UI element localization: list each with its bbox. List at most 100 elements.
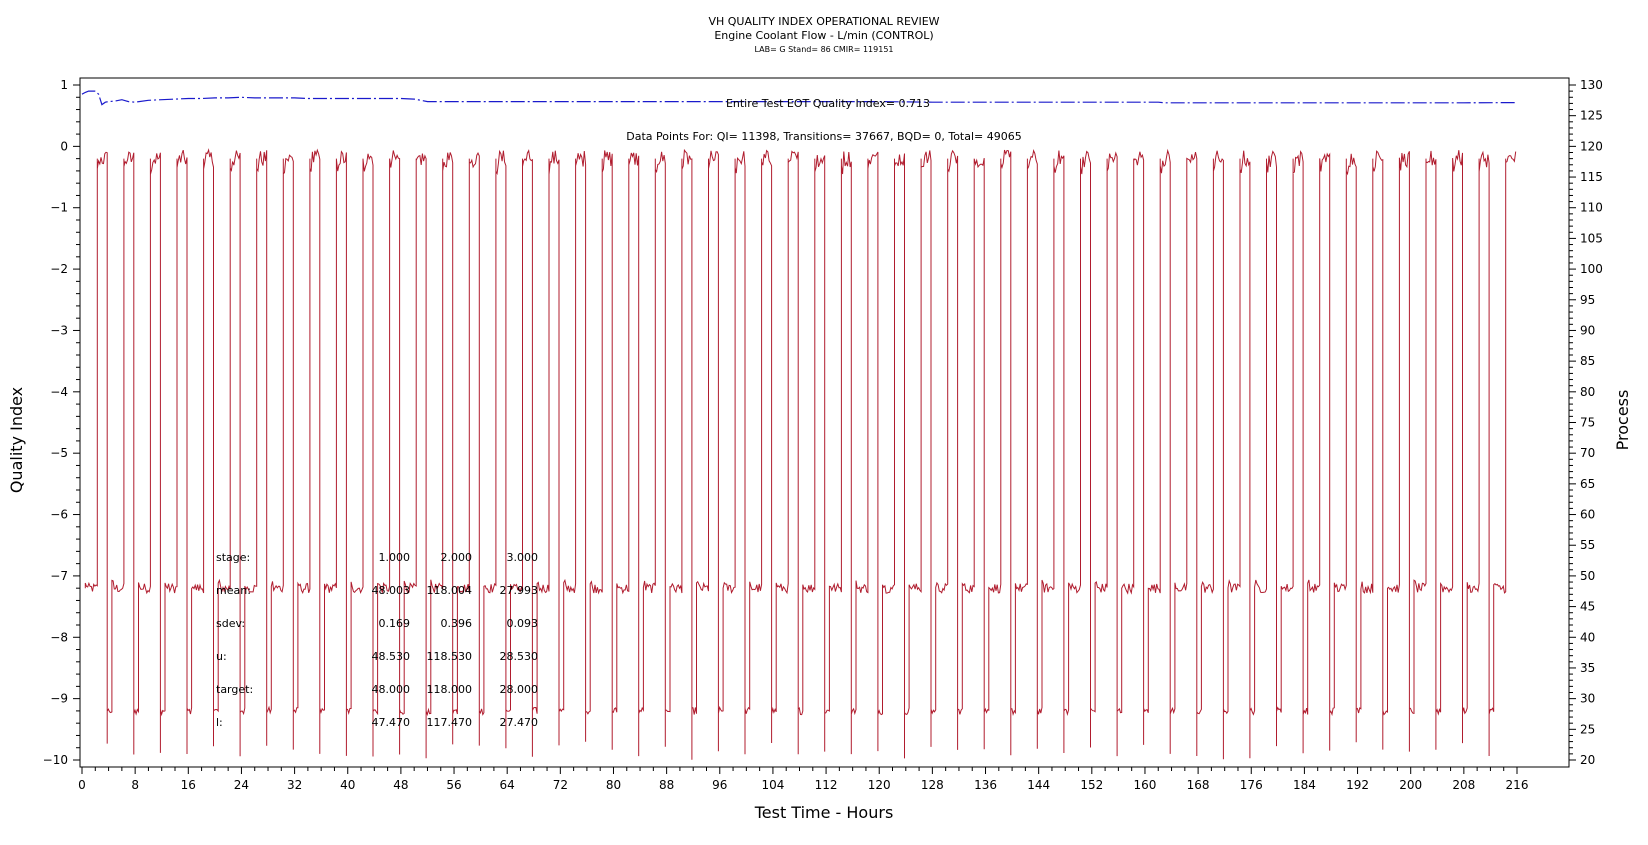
process-series — [84, 148, 1517, 760]
x-tick-label: 0 — [78, 778, 86, 792]
quality-index-line — [81, 90, 1518, 106]
y-right-tick-label: 70 — [1580, 446, 1595, 460]
x-tick-label: 176 — [1240, 778, 1263, 792]
quality-index-series — [81, 90, 1518, 106]
x-tick-label: 96 — [712, 778, 727, 792]
chart-title: VH QUALITY INDEX OPERATIONAL REVIEW — [708, 15, 939, 28]
stats-cell: 118.000 — [427, 683, 473, 696]
x-tick-label: 136 — [974, 778, 997, 792]
y-right-tick-label: 25 — [1580, 722, 1595, 736]
stats-row-label: sdev: — [216, 617, 245, 630]
y-right-tick-label: 75 — [1580, 416, 1595, 430]
y-right-tick-label: 40 — [1580, 630, 1595, 644]
x-tick-label: 48 — [393, 778, 408, 792]
y-right-tick-label: 105 — [1580, 231, 1603, 245]
stats-cell: 27.470 — [500, 716, 539, 729]
stats-cell: 117.470 — [427, 716, 473, 729]
stats-cell: 28.000 — [500, 683, 539, 696]
x-tick-label: 112 — [815, 778, 838, 792]
x-axis-label: Test Time - Hours — [754, 803, 894, 822]
y-left-tick-label: −8 — [50, 630, 68, 644]
y-right-tick-label: 85 — [1580, 354, 1595, 368]
process-line — [84, 148, 1517, 760]
y-right-tick-label: 55 — [1580, 538, 1595, 552]
y-right-tick-label: 65 — [1580, 477, 1595, 491]
y-left-tick-label: −3 — [50, 323, 68, 337]
stats-cell: 48.000 — [372, 683, 411, 696]
x-tick-label: 56 — [446, 778, 461, 792]
y-left-tick-label: −1 — [50, 201, 68, 215]
x-tick-label: 216 — [1506, 778, 1529, 792]
x-tick-label: 16 — [181, 778, 196, 792]
y-right-axis: 130 125 120 115 110 105 100 95 90 85 80 75 70 65 60 55 5… — [1569, 78, 1603, 767]
y-right-tick-label: 115 — [1580, 170, 1603, 184]
y-right-tick-label: 130 — [1580, 78, 1603, 92]
y-right-tick-label: 20 — [1580, 753, 1595, 767]
y-right-tick-label: 45 — [1580, 600, 1595, 614]
y-left-tick-label: −9 — [50, 692, 68, 706]
stats-table: stage: 1.000 2.000 3.000 mean: 48.003 118.004 2… — [216, 551, 538, 729]
x-tick-label: 8 — [131, 778, 139, 792]
stats-cell: 0.169 — [379, 617, 411, 630]
y-right-tick-label: 90 — [1580, 323, 1595, 337]
stats-cell: 28.530 — [500, 650, 539, 663]
x-tick-label: 88 — [659, 778, 674, 792]
y-left-tick-label: −4 — [50, 385, 68, 399]
chart-subtitle: Engine Coolant Flow - L/min (CONTROL) — [714, 29, 933, 42]
x-tick-label: 160 — [1134, 778, 1157, 792]
y-left-tick-label: −5 — [50, 446, 68, 460]
y-left-tick-label: −2 — [50, 262, 68, 276]
y-right-axis-label: Process — [1613, 390, 1632, 451]
x-tick-label: 192 — [1346, 778, 1369, 792]
stats-cell: 0.396 — [441, 617, 473, 630]
x-tick-label: 24 — [234, 778, 249, 792]
data-points-annotation: Data Points For: QI= 11398, Transitions=… — [626, 130, 1022, 143]
x-tick-label: 200 — [1399, 778, 1422, 792]
x-tick-label: 184 — [1293, 778, 1316, 792]
y-right-tick-label: 120 — [1580, 139, 1603, 153]
y-left-tick-label: −10 — [43, 753, 68, 767]
x-tick-label: 128 — [921, 778, 944, 792]
y-right-tick-label: 110 — [1580, 201, 1603, 215]
y-left-tick-label: −6 — [50, 508, 68, 522]
stats-cell: 1.000 — [379, 551, 411, 564]
y-right-tick-label: 35 — [1580, 661, 1595, 675]
y-left-tick-label: 1 — [60, 78, 68, 92]
x-tick-label: 208 — [1452, 778, 1475, 792]
stats-cell: 118.530 — [427, 650, 473, 663]
x-tick-label: 104 — [761, 778, 784, 792]
stats-cell: 48.530 — [372, 650, 411, 663]
y-right-tick-label: 80 — [1580, 385, 1595, 399]
stats-cell: 48.003 — [372, 584, 411, 597]
x-tick-label: 72 — [553, 778, 568, 792]
y-right-tick-label: 60 — [1580, 508, 1595, 522]
y-right-tick-label: 100 — [1580, 262, 1603, 276]
y-left-tick-label: 0 — [60, 139, 68, 153]
y-right-tick-label: 50 — [1580, 569, 1595, 583]
stats-cell: 118.004 — [427, 584, 473, 597]
x-tick-label: 144 — [1027, 778, 1050, 792]
y-right-tick-label: 30 — [1580, 692, 1595, 706]
x-tick-label: 64 — [500, 778, 515, 792]
stats-row-label: target: — [216, 683, 253, 696]
x-tick-label: 152 — [1080, 778, 1103, 792]
chart-subtitle-lab: LAB= G Stand= 86 CMIR= 119151 — [754, 45, 893, 54]
stats-cell: 0.093 — [507, 617, 539, 630]
x-tick-label: 40 — [340, 778, 355, 792]
y-left-tick-label: −7 — [50, 569, 68, 583]
x-tick-label: 120 — [868, 778, 891, 792]
y-right-tick-label: 125 — [1580, 109, 1603, 123]
stats-cell: 3.000 — [507, 551, 539, 564]
stats-row-label: mean: — [216, 584, 251, 597]
stats-cell: 27.993 — [500, 584, 539, 597]
stats-row-label: l: — [216, 716, 223, 729]
y-right-tick-label: 95 — [1580, 293, 1595, 307]
eot-quality-index-annotation: Entire Test EOT Quality Index= 0.713 — [726, 97, 930, 110]
y-left-axis-label: Quality Index — [7, 387, 26, 493]
x-tick-label: 32 — [287, 778, 302, 792]
stats-cell: 2.000 — [441, 551, 473, 564]
x-axis: 0 8 16 24 32 40 48 56 64 72 80 88 96 104 112 120 128 136 1… — [78, 767, 1528, 792]
y-left-axis: 1 0 −1 −2 −3 −4 −5 −6 −7 −8 −9 −10 — [43, 78, 80, 767]
stats-row-label: stage: — [216, 551, 250, 564]
